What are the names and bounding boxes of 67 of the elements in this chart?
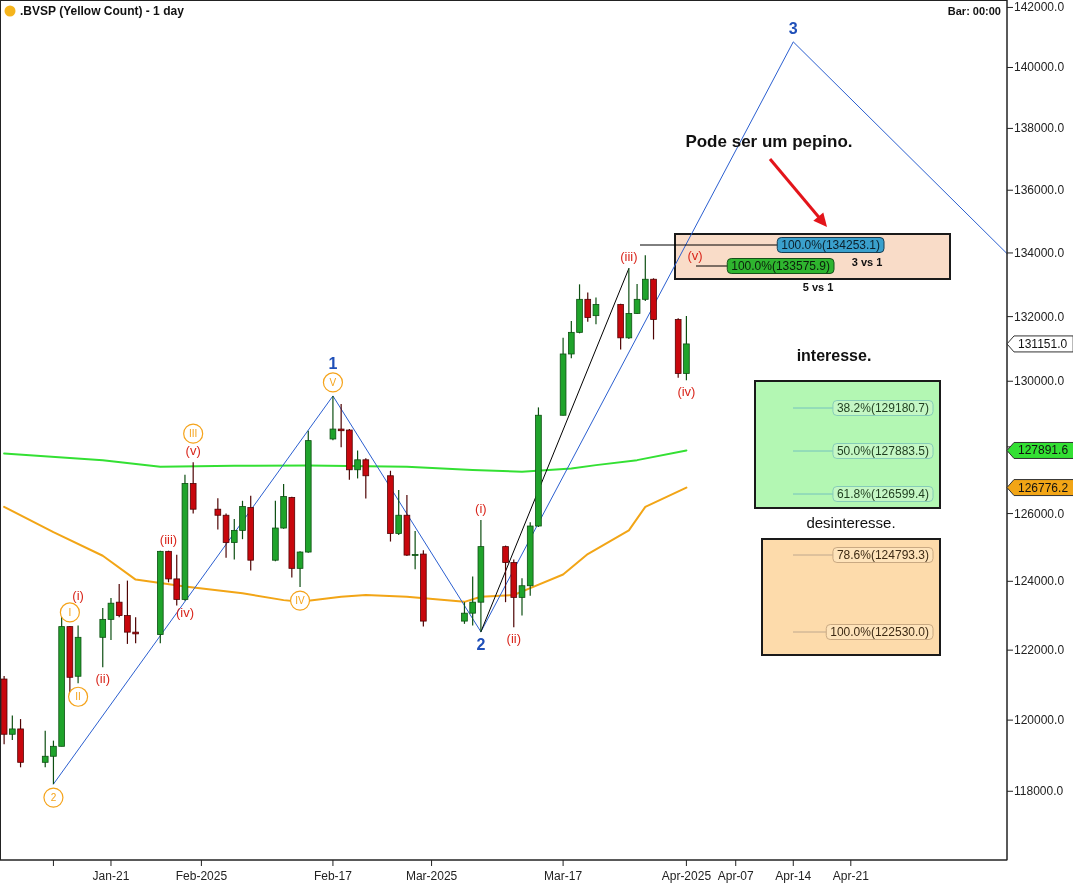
annotation: 3 vs 1 — [851, 256, 883, 268]
annotation: 1 — [328, 355, 338, 373]
annotation: (i) — [475, 500, 487, 516]
candlestick — [584, 292, 592, 323]
candlestick — [362, 457, 370, 500]
candlestick — [354, 449, 361, 480]
y-tick-label: 126000.0 — [1014, 506, 1065, 521]
annotation: 5 vs 1 — [802, 281, 834, 293]
text: 126776.2 — [1018, 480, 1069, 495]
line-series — [52, 41, 1008, 785]
y-tick-label: 132000.0 — [1014, 309, 1065, 324]
y-tick-label: 140000.0 — [1014, 60, 1065, 75]
annotation: IV — [295, 595, 306, 607]
annotation: (v) — [687, 247, 703, 263]
annotation: V — [329, 376, 337, 388]
y-tick-label: 138000.0 — [1014, 121, 1065, 136]
x-tick-label: Jan-21 — [92, 869, 130, 883]
y-tick-label: 122000.0 — [1014, 643, 1065, 658]
x-tick-label: Mar-17 — [544, 869, 583, 883]
text: 127891.6 — [1018, 443, 1069, 458]
x-tick-label: Apr-2025 — [661, 869, 712, 883]
annotation: (i) — [72, 587, 84, 603]
y-tick-label: 136000.0 — [1014, 183, 1065, 198]
candlestick — [214, 497, 222, 530]
annotation: II — [75, 691, 81, 703]
chart-subtitle: Bar: 00:00 — [947, 5, 1001, 17]
text: 131151.0 — [1018, 336, 1068, 351]
annotation: Pode ser um pepino. — [685, 131, 853, 151]
candlestick — [592, 296, 600, 325]
candlestick — [395, 489, 402, 536]
annotation: (iv) — [677, 384, 696, 400]
annotation: 100.0%(122530.0) — [830, 625, 929, 639]
candlestick — [411, 530, 419, 570]
annotation: desinteresse. — [806, 513, 896, 531]
candlestick — [329, 395, 337, 441]
annotation: (iv) — [175, 604, 194, 620]
annotation: (iii) — [620, 249, 638, 265]
x-tick-label: Mar-2025 — [405, 869, 458, 883]
x-tick-label: Apr-21 — [832, 869, 870, 883]
y-tick-label: 120000.0 — [1014, 713, 1065, 728]
annotation: (ii) — [506, 631, 521, 647]
annotation: 3 — [788, 20, 798, 38]
x-tick-label: Feb-2025 — [175, 869, 228, 883]
annotation: (v) — [185, 443, 201, 459]
annotation: 50.0%(127883.5) — [836, 444, 929, 458]
x-tick-label: Apr-14 — [775, 869, 812, 883]
annotation: I — [68, 606, 72, 618]
annotation: 78.6%(124793.3) — [836, 548, 929, 562]
y-tick-label: 134000.0 — [1014, 245, 1065, 260]
annotation: 2 — [50, 792, 57, 804]
x-tick-label: Feb-17 — [313, 869, 353, 883]
annotation: 61.8%(126599.4) — [836, 487, 929, 501]
annotation: (iii) — [159, 531, 178, 547]
annotation: III — [189, 428, 198, 440]
annotation: 38.2%(129180.7) — [836, 401, 929, 415]
y-tick-label: 124000.0 — [1014, 574, 1065, 589]
x-tick-label: Apr-07 — [717, 869, 755, 883]
annotation: 100.0%(134253.1) — [781, 238, 880, 252]
annotation: 2 — [476, 636, 486, 654]
y-tick-label: 142000.0 — [1014, 0, 1065, 15]
annotation: 100.0%(133575.9) — [731, 259, 830, 273]
annotation: (ii) — [95, 671, 110, 687]
chart-title: .BVSP (Yellow Count) - 1 day — [20, 4, 185, 18]
y-tick-label: 130000.0 — [1014, 374, 1065, 389]
y-tick-label: 118000.0 — [1014, 784, 1064, 799]
annotation: interesse. — [796, 346, 872, 364]
candlestick — [9, 714, 16, 741]
